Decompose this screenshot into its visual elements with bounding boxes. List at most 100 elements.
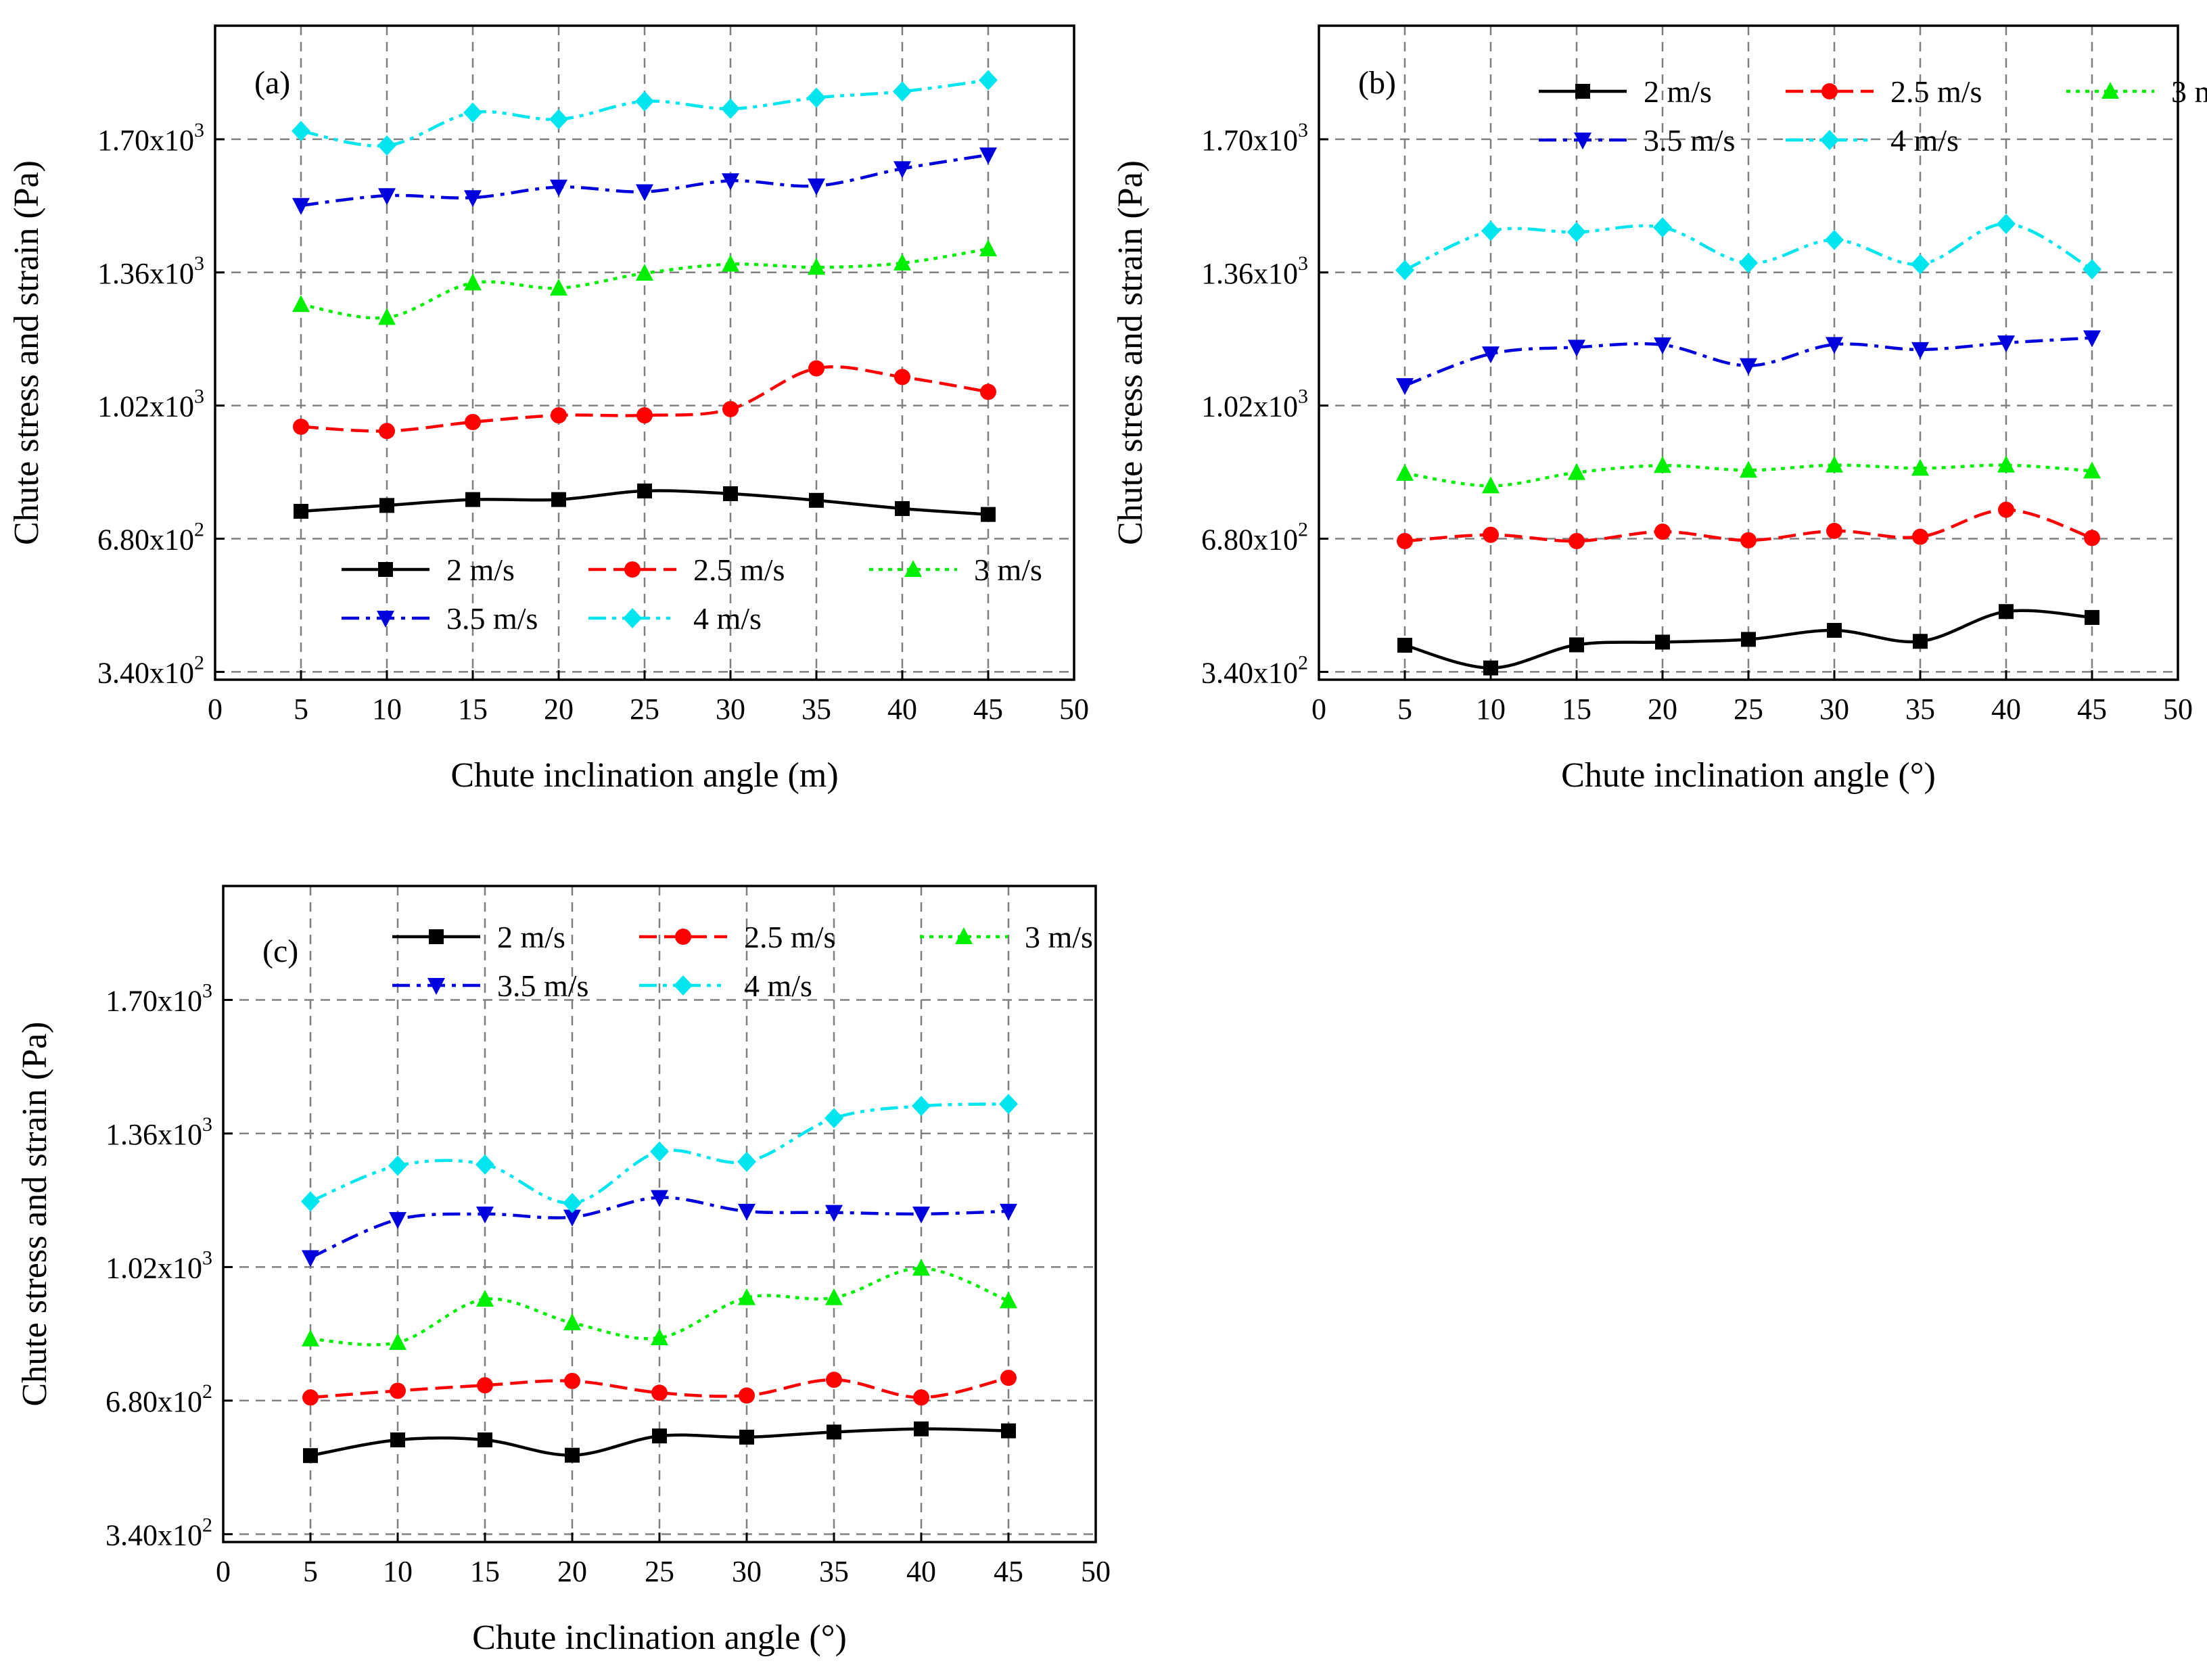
- data-point: [2083, 259, 2101, 280]
- series-2-5-m-sms: [293, 360, 996, 440]
- x-tick-label: 20: [557, 1555, 587, 1588]
- legend-item: 4 m/s: [1786, 123, 1959, 158]
- data-point: [2083, 461, 2101, 479]
- y-tick-exponent: 3: [1298, 386, 1308, 408]
- data-point: [1826, 455, 1843, 473]
- data-point: [292, 295, 310, 312]
- legend-item: 2.5 m/s: [588, 553, 785, 587]
- series-2-m-sms: [303, 1421, 1016, 1464]
- x-tick-label: 50: [2163, 693, 2193, 726]
- data-point: [826, 1372, 842, 1389]
- legend-label: 2 m/s: [446, 553, 515, 587]
- data-point: [636, 184, 653, 202]
- y-tick-exponent: 3: [1298, 252, 1308, 275]
- x-tick-label: 10: [372, 693, 402, 726]
- data-point: [563, 1313, 581, 1330]
- data-point: [2083, 330, 2101, 348]
- legend: 2 m/s 2.5 m/s 3 m/s 3.5 m/s 4 m/s: [392, 920, 1093, 1003]
- data-point: [1654, 456, 1671, 473]
- legend: 2 m/s 2.5 m/s 3 m/s 3.5 m/s 4 m/s: [1539, 74, 2207, 158]
- data-point: [390, 1382, 406, 1399]
- data-point: [808, 178, 825, 195]
- legend-label: 4 m/s: [744, 969, 812, 1003]
- data-point: [549, 109, 568, 130]
- data-point: [1911, 254, 1930, 275]
- data-point: [652, 1428, 667, 1444]
- data-point: [1000, 1203, 1017, 1221]
- y-tick-mantissa: 3.40x10: [1201, 656, 1298, 689]
- x-tick-label: 45: [2077, 693, 2107, 726]
- data-point: [377, 135, 396, 156]
- data-point: [1997, 335, 2015, 353]
- data-point: [824, 1108, 843, 1129]
- data-point: [1999, 604, 2014, 620]
- x-tick-label: 0: [1311, 693, 1326, 726]
- data-point: [738, 1203, 756, 1221]
- series-line: [1404, 463, 2093, 488]
- legend-item: 2 m/s: [342, 553, 515, 587]
- legend-marker: [2101, 82, 2119, 99]
- x-tick-label: 5: [1397, 693, 1412, 726]
- y-tick-mantissa: 1.36x10: [1201, 257, 1298, 290]
- x-tick-label: 40: [1991, 693, 2021, 726]
- series-2-m-sms: [1397, 604, 2099, 676]
- data-point: [1568, 340, 1585, 357]
- y-tick-exponent: 3: [1298, 119, 1308, 141]
- x-axis-label: Chute inclination angle (m): [450, 756, 838, 795]
- data-point: [651, 1190, 668, 1207]
- x-tick-label: 0: [208, 693, 223, 726]
- data-point: [912, 1259, 930, 1276]
- data-point: [1911, 459, 1929, 476]
- x-tick-label: 40: [906, 1555, 936, 1588]
- y-tick-label: 3.40x102: [97, 651, 204, 689]
- data-point: [893, 81, 912, 102]
- data-point: [390, 1432, 405, 1447]
- data-point: [379, 498, 394, 513]
- data-point: [979, 147, 997, 165]
- x-tick-label: 20: [1648, 693, 1677, 726]
- data-point: [1739, 252, 1758, 273]
- data-point: [981, 507, 996, 522]
- y-tick-exponent: 2: [194, 519, 204, 541]
- y-axis-label: Chute stress and strain (Pa): [16, 1021, 54, 1406]
- x-tick-label: 30: [732, 1555, 762, 1588]
- data-point: [551, 407, 567, 424]
- series-line: [1404, 508, 2093, 543]
- data-point: [1998, 501, 2014, 518]
- data-point: [651, 1384, 668, 1401]
- x-tick-label: 5: [303, 1555, 318, 1588]
- data-point: [550, 179, 567, 197]
- data-point: [303, 1448, 318, 1464]
- data-point: [379, 423, 395, 440]
- data-point: [1569, 533, 1585, 550]
- data-point: [465, 413, 481, 430]
- y-tick-label: 6.80x102: [1201, 519, 1308, 557]
- series-3-m-sms: [292, 239, 997, 325]
- data-point: [808, 258, 825, 275]
- data-point: [722, 173, 739, 191]
- data-point: [1481, 220, 1500, 241]
- y-tick-exponent: 2: [1298, 519, 1308, 541]
- x-tick-label: 10: [1476, 693, 1506, 726]
- legend-marker: [1820, 130, 1839, 150]
- data-point: [1912, 528, 1928, 545]
- legend-item: 4 m/s: [639, 969, 812, 1003]
- legend-item: 2 m/s: [392, 920, 565, 954]
- series-line: [300, 365, 989, 433]
- y-tick-label: 1.36x103: [106, 1113, 212, 1151]
- data-point: [389, 1332, 406, 1350]
- y-tick-exponent: 3: [194, 252, 204, 275]
- data-point: [292, 120, 310, 141]
- legend-item: 3.5 m/s: [1539, 123, 1735, 158]
- data-point: [475, 1154, 494, 1175]
- data-point: [637, 483, 652, 498]
- data-point: [302, 1389, 319, 1406]
- data-point: [809, 492, 824, 508]
- series-3-m-sms: [1396, 455, 2101, 494]
- y-tick-mantissa: 3.40x10: [97, 656, 194, 689]
- data-point: [564, 1372, 580, 1389]
- data-point: [1911, 342, 1929, 359]
- data-point: [1826, 522, 1842, 539]
- x-tick-label: 50: [1059, 693, 1089, 726]
- data-point: [1568, 463, 1585, 480]
